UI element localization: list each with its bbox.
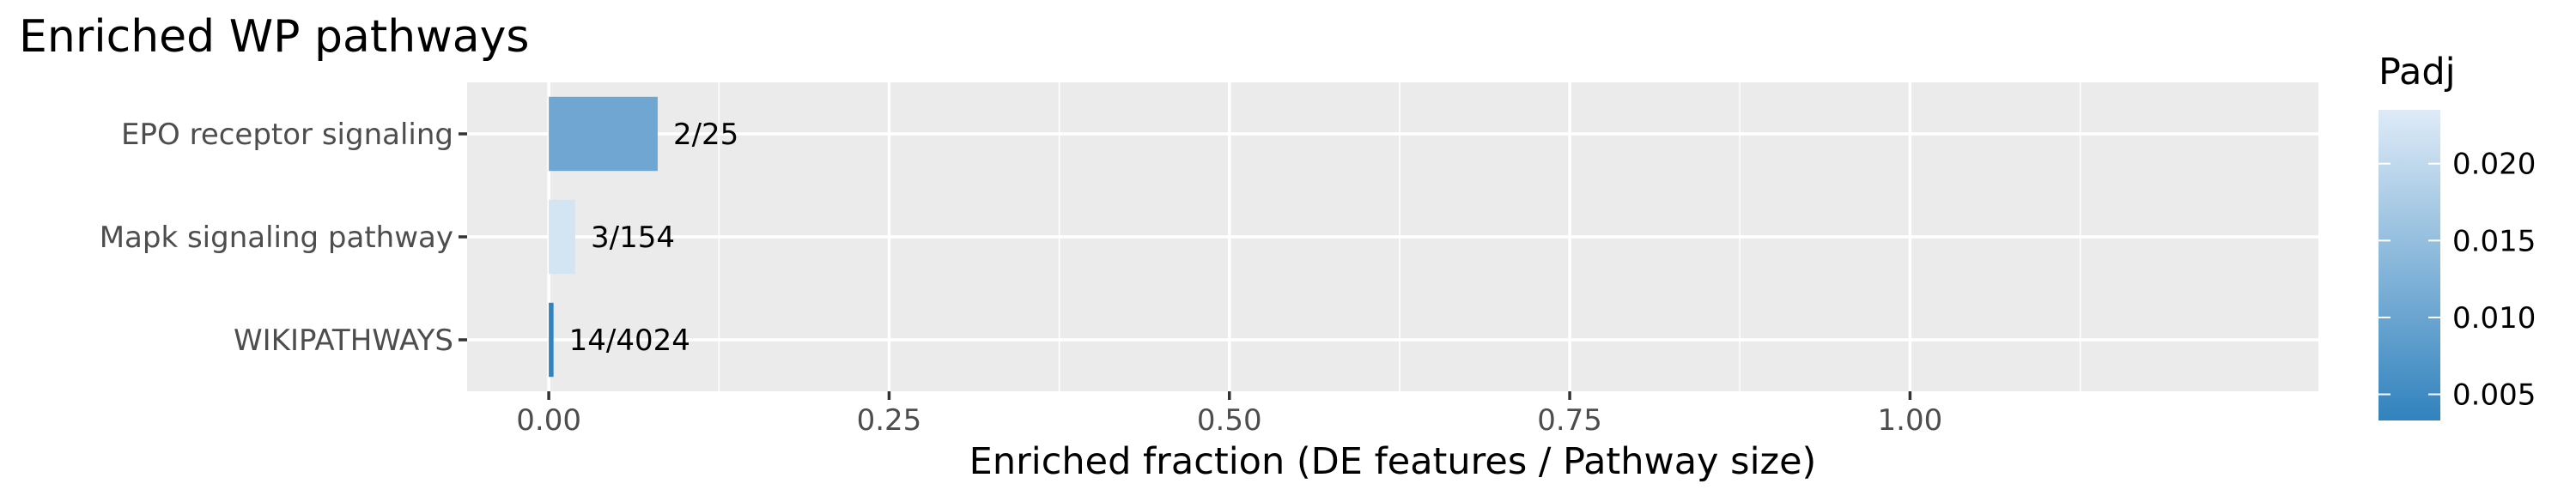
legend-tick-label: 0.015 xyxy=(2452,224,2536,258)
bar xyxy=(549,302,554,378)
legend-tick-label: 0.020 xyxy=(2452,148,2536,182)
y-tick-label: EPO receptor signaling xyxy=(121,118,453,152)
legend-tick-label: 0.010 xyxy=(2452,301,2536,336)
legend-ticks: 0.005 0.010 0.015 0.020 xyxy=(2379,148,2536,413)
y-tick-label: WIKIPATHWAYS xyxy=(234,324,453,358)
x-tick-label: 1.00 xyxy=(1878,403,1943,438)
y-tick-label: Mapk signaling pathway xyxy=(100,221,453,255)
x-tick-label: 0.00 xyxy=(516,403,581,438)
x-tick-label: 0.25 xyxy=(857,403,922,438)
x-tick-label: 0.75 xyxy=(1537,403,1602,438)
bar-label: 2/25 xyxy=(673,118,738,152)
x-axis: 0.00 0.25 0.50 0.75 1.00 xyxy=(516,391,1942,438)
legend-colorbar xyxy=(2379,110,2440,420)
grid-lines xyxy=(467,82,2318,391)
legend-title: Padj xyxy=(2379,51,2456,94)
legend-tick-label: 0.005 xyxy=(2452,378,2536,413)
chart-title: Enriched WP pathways xyxy=(19,11,530,63)
bar-label: 14/4024 xyxy=(569,324,690,358)
bar-labels: 2/25 3/154 14/4024 xyxy=(569,118,739,358)
bar xyxy=(549,199,576,275)
x-tick-label: 0.50 xyxy=(1197,403,1262,438)
x-axis-title: Enriched fraction (DE features / Pathway… xyxy=(969,440,1817,483)
y-axis: EPO receptor signaling Mapk signaling pat… xyxy=(100,118,467,358)
bar-label: 3/154 xyxy=(591,221,675,255)
bar xyxy=(549,96,658,172)
legend: Padj 0.005 0.010 0.015 0.020 xyxy=(2379,51,2536,420)
bars xyxy=(549,96,658,378)
